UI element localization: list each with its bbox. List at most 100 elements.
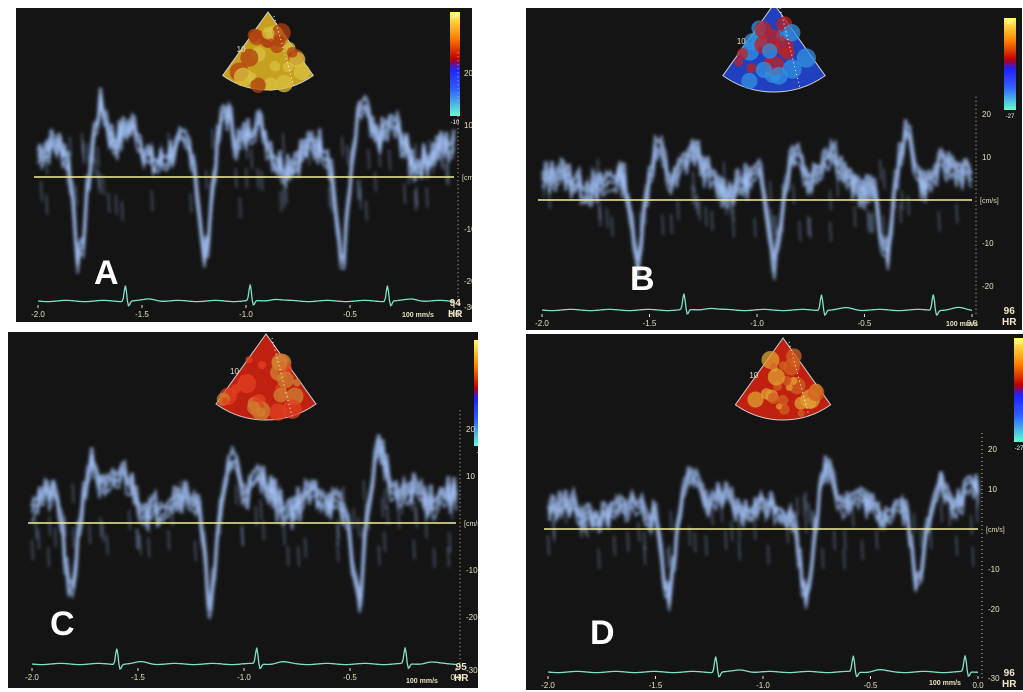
color-scale-bottom-b: -27 [1006,114,1015,120]
velocity-tick-b: -10 [982,239,994,248]
time-tick-b: -1.5 [643,319,657,328]
velocity-unit-c: [cm/s] [464,521,478,528]
spectral-streak-a [256,168,260,189]
spectral-streak-d [804,491,808,512]
spectral-streak-d [668,544,671,565]
spectral-streak-c [425,517,428,538]
spectral-streak-c [136,528,140,549]
sector-blob-b [782,59,802,79]
spectral-streak-b [808,218,812,239]
spectral-streak-c [450,499,453,520]
doppler-canvas-d: 10 27 -27 20 10 -10 -20 -30 [cm/s] -2.0 -1.5 -1.0 -0… [541,337,1023,690]
spectral-doppler-trace-a [36,87,456,274]
time-tick-d: 0.0 [972,681,984,690]
spectral-streak-d [919,527,923,548]
panel-letter-d: D [590,614,615,652]
spectral-streak-a [205,169,208,190]
spectral-streak-a [189,192,193,213]
spectral-band-c [30,438,458,613]
heart-rate-value-d: 96 [1003,668,1015,679]
spectral-streak-b [548,188,551,209]
spectral-streak-d [821,548,824,569]
spectral-streak-c [218,499,221,520]
spectral-streak-b [591,185,595,206]
spectral-streak-b [781,212,784,233]
spectral-streak-b [723,185,726,206]
spectral-streak-b [597,158,600,180]
spectral-streak-b [867,212,870,233]
spectral-streak-b [807,174,810,196]
spectral-streak-a [45,194,48,215]
spectral-streak-a [341,136,344,157]
spectral-streak-c [297,546,300,567]
velocity-unit-a: [cm/s] [462,175,472,182]
spectral-streak-a [97,168,100,189]
spectral-streak-c [54,527,57,548]
spectral-streak-d [876,503,879,524]
spectral-streak-c [71,483,75,504]
sector-blob-c [245,356,253,364]
sector-blob-d [747,391,764,408]
spectral-streak-b [605,168,609,189]
sweep-speed-c: 100 mm/s [406,678,438,685]
spectral-streak-c [433,547,436,568]
color-doppler-sector-b: 10 [722,8,826,93]
sector-blob-b [746,63,757,74]
velocity-tick-d: 10 [988,485,997,494]
spectral-streak-a [307,145,311,166]
sector-depth-label-b: 10 [737,37,746,46]
spectral-streak-c [377,545,381,566]
spectral-streak-b [871,211,875,232]
spectral-streak-d [705,535,708,556]
spectral-streak-a [237,128,241,149]
spectral-streak-c [147,537,151,558]
sector-blob-a [270,39,284,54]
spectral-band-a [37,101,455,274]
spectral-streak-a [346,144,349,166]
spectral-streak-b [638,211,642,233]
heart-rate-label-d: HR [1002,679,1017,690]
spectral-streak-d [626,531,630,552]
time-tick-a: -1.0 [239,310,253,319]
spectral-streak-a [250,148,253,169]
spectral-band-b [541,130,973,280]
velocity-tick-a: 10 [464,121,472,130]
spectral-streak-d [940,501,943,522]
spectral-streak-d [901,493,905,514]
spectral-streak-a [160,143,163,165]
spectral-streak-c [101,521,105,542]
velocity-tick-c: 10 [466,472,475,481]
spectral-streak-d [738,539,741,560]
spectral-streak-c [99,517,102,538]
spectral-streak-b [606,208,609,229]
sector-blob-d [794,396,808,410]
spectral-streak-d [851,507,855,528]
sector-blob-a [282,62,294,73]
spectral-streak-a [407,164,410,185]
spectral-streak-a [282,133,285,154]
sector-blob-a [275,75,293,93]
sector-blob-d [782,358,800,376]
spectral-streak-c [259,498,263,519]
spectral-streak-c [304,537,307,558]
spectral-streak-d [588,507,591,528]
sector-blob-c [257,360,267,370]
spectral-streak-a [82,143,85,165]
heart-rate-label-a: HR [448,309,463,320]
spectral-streak-a [447,164,450,185]
spectral-streak-b [753,217,757,238]
sweep-speed-a: 100 mm/s [402,312,434,319]
spectral-streak-b [722,161,726,182]
spectral-streak-a [107,192,110,213]
spectral-streak-a [408,146,412,167]
sector-blob-d [785,383,793,391]
spectral-streak-d [547,498,551,519]
doppler-panel-b: 10 27 -27 20 10 -10 -20 [cm/s] -2.0 -1.5 -1.0 -0.5 0… [526,8,1022,330]
spectral-streak-d [843,548,846,569]
spectral-streak-a [93,157,97,178]
color-doppler-sector-a: 10 [221,11,315,93]
spectral-streak-d [724,530,727,551]
sector-blob-d [778,361,788,371]
spectral-streak-c [47,547,50,568]
sector-blob-b [741,72,758,90]
